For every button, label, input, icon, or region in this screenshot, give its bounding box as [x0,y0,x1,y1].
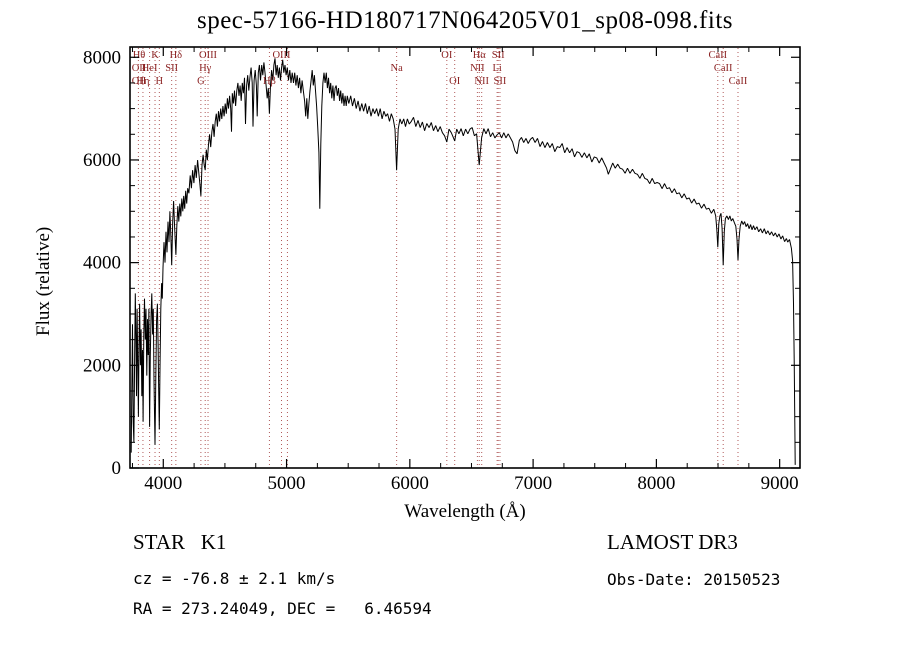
spectral-marker-label: Na [391,63,404,74]
spectral-marker-label: Hα [473,50,487,61]
plot-frame [129,46,801,469]
spectral-marker-label: Hγ [199,63,212,74]
x-tick-label: 4000 [144,473,182,494]
spectral-marker-label: NII [474,76,489,87]
spectral-marker-label: CaII [708,50,727,61]
spectral-marker-label: Li [492,63,501,74]
spectral-marker-label: OII [132,76,147,87]
spectral-marker-label: G [197,76,205,87]
y-tick-label: 8000 [83,47,121,68]
spectral-marker-label: Hθ [133,50,146,61]
survey-release-label: LAMOST DR3 [607,530,738,554]
y-tick-label: 6000 [83,150,121,171]
coordinates-label: RA = 273.24049, DEC = 6.46594 [133,599,432,618]
spectral-marker-label: OI [441,50,453,61]
radial-velocity-label: cz = -76.8 ± 2.1 km/s [133,569,336,588]
spectral-marker-label: H [156,76,164,87]
spectral-marker-label: OIII [199,50,218,61]
x-tick-label: 9000 [761,473,799,494]
y-tick-label: 2000 [83,355,121,376]
y-tick-label: 4000 [83,253,121,274]
spectrum-line [130,58,796,465]
spectral-marker-label: K [151,50,159,61]
obs-date-label: Obs-Date: 20150523 [607,570,781,589]
spectral-marker-label: SII [494,76,507,87]
spectral-marker-label: OII [132,63,147,74]
spectral-marker-label: CaII [714,63,733,74]
x-tick-label: 6000 [391,473,429,494]
x-tick-label: 5000 [268,473,306,494]
x-tick-label: 8000 [637,473,675,494]
spectral-marker-label: SII [165,63,178,74]
x-axis-label: Wavelength (Å) [404,501,526,522]
spectral-marker-label: OI [449,76,461,87]
spectral-marker-label: HeI [142,63,158,74]
spectral-marker-label: CaII [729,76,748,87]
spectral-marker-label: Hδ [170,50,183,61]
spectral-marker-label: Hη [136,76,149,87]
spectral-marker-label: Hβ [263,76,276,87]
spectral-marker-label: SII [492,50,505,61]
spectral-marker-label: OIII [272,50,291,61]
plot-title: spec-57166-HD180717N064205V01_sp08-098.f… [196,7,734,34]
x-tick-label: 7000 [514,473,552,494]
spectral-marker-label: NII [470,63,485,74]
object-class-label: STAR K1 [133,530,227,554]
y-tick-label: 0 [112,458,122,479]
